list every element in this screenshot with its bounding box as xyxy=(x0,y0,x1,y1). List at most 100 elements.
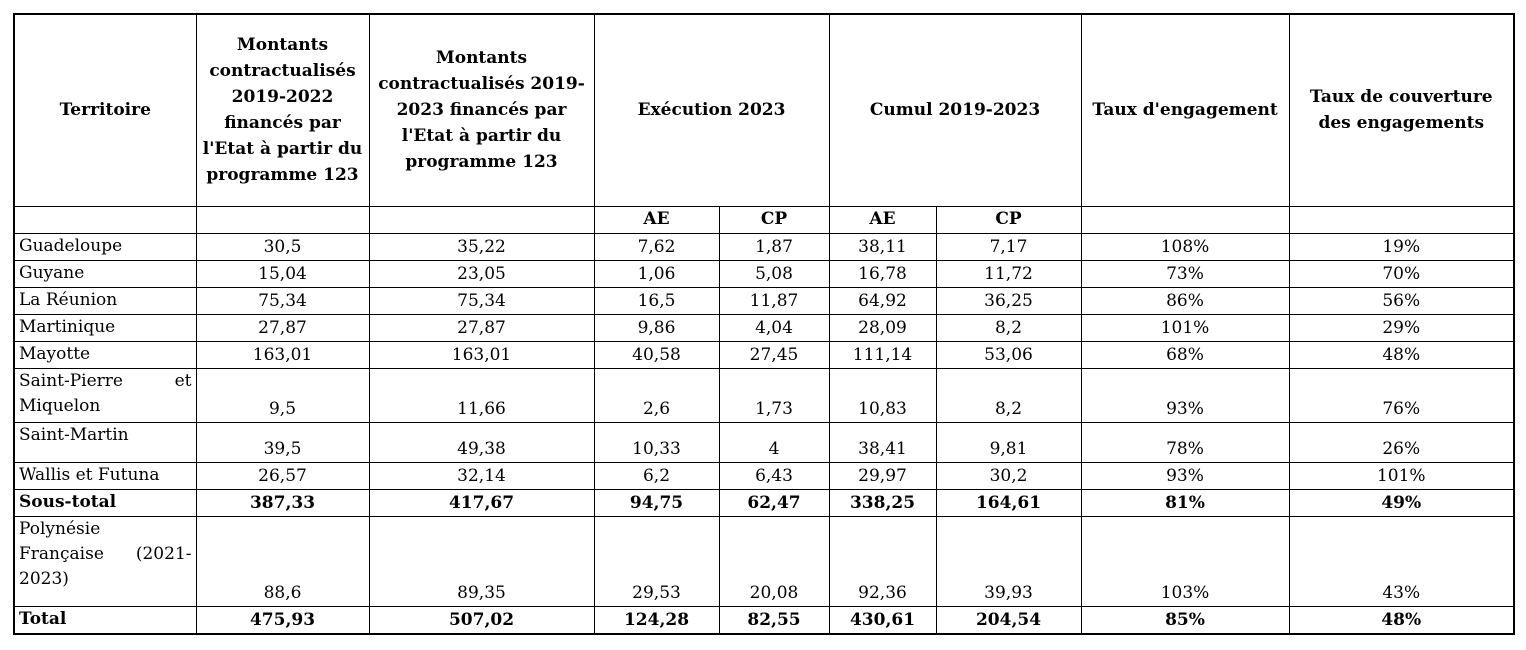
value-cell: 93% xyxy=(1080,461,1290,490)
territory-cell: La Réunion xyxy=(13,286,197,315)
value-cell: 163,01 xyxy=(368,340,595,369)
value-cell: 9,5 xyxy=(195,367,370,423)
value-cell: 81% xyxy=(1080,488,1290,517)
value-cell: 56% xyxy=(1288,286,1515,315)
value-cell: 82,55 xyxy=(718,605,830,635)
value-cell: 101% xyxy=(1288,461,1515,490)
header-cumul-2019-2023: Cumul 2019-2023 xyxy=(828,13,1082,207)
header-montants-2019-2023: Montants contractualisés 2019-2023 finan… xyxy=(368,13,595,207)
table-row: Sous-total 387,33 417,67 94,75 62,47 338,25 16… xyxy=(13,488,1515,517)
territory-line: Miquelon xyxy=(19,395,101,416)
value-cell: 16,78 xyxy=(828,259,937,288)
territory-line: Saint-Pierre et xyxy=(19,370,192,391)
value-cell: 1,73 xyxy=(718,367,830,423)
empty-cell xyxy=(1080,205,1290,234)
value-cell: 507,02 xyxy=(368,605,595,635)
value-cell: 28,09 xyxy=(828,313,937,342)
value-cell: 89,35 xyxy=(368,515,595,607)
value-cell: 1,87 xyxy=(718,232,830,261)
value-cell: 36,25 xyxy=(935,286,1082,315)
territory-cell: Guyane xyxy=(13,259,197,288)
value-cell: 11,87 xyxy=(718,286,830,315)
value-cell: 19% xyxy=(1288,232,1515,261)
table-row: La Réunion 75,34 75,34 16,5 11,87 64,92 36,25 8… xyxy=(13,286,1515,315)
value-cell: 43% xyxy=(1288,515,1515,607)
territory-cell: Sous-total xyxy=(13,488,197,517)
territory-line: Polynésie xyxy=(19,518,101,539)
value-cell: 62,47 xyxy=(718,488,830,517)
table-row: Mayotte 163,01 163,01 40,58 27,45 111,14 53,06… xyxy=(13,340,1515,369)
value-cell: 163,01 xyxy=(195,340,370,369)
value-cell: 29% xyxy=(1288,313,1515,342)
territory-cell: Saint-Martin xyxy=(13,421,197,463)
value-cell: 29,97 xyxy=(828,461,937,490)
territory-cell: Martinique xyxy=(13,313,197,342)
value-cell: 7,62 xyxy=(593,232,720,261)
value-cell: 75,34 xyxy=(195,286,370,315)
value-cell: 8,2 xyxy=(935,367,1082,423)
value-cell: 108% xyxy=(1080,232,1290,261)
value-cell: 8,2 xyxy=(935,313,1082,342)
territory-cell: Mayotte xyxy=(13,340,197,369)
value-cell: 5,08 xyxy=(718,259,830,288)
table-row: Martinique 27,87 27,87 9,86 4,04 28,09 8,2 101%… xyxy=(13,313,1515,342)
value-cell: 78% xyxy=(1080,421,1290,463)
value-cell: 9,86 xyxy=(593,313,720,342)
value-cell: 39,93 xyxy=(935,515,1082,607)
value-cell: 30,5 xyxy=(195,232,370,261)
value-cell: 38,41 xyxy=(828,421,937,463)
value-cell: 92,36 xyxy=(828,515,937,607)
value-cell: 4 xyxy=(718,421,830,463)
value-cell: 88,6 xyxy=(195,515,370,607)
value-cell: 35,22 xyxy=(368,232,595,261)
value-cell: 64,92 xyxy=(828,286,937,315)
value-cell: 7,17 xyxy=(935,232,1082,261)
territory-cell: Guadeloupe xyxy=(13,232,197,261)
value-cell: 68% xyxy=(1080,340,1290,369)
value-cell: 94,75 xyxy=(593,488,720,517)
territory-line: Française (2021- xyxy=(19,543,192,564)
territory-cell: Total xyxy=(13,605,197,635)
value-cell: 48% xyxy=(1288,605,1515,635)
subheader-cumul-ae: AE xyxy=(828,205,937,234)
value-cell: 11,66 xyxy=(368,367,595,423)
subheader-row: AE CP AE CP xyxy=(13,205,1515,234)
value-cell: 417,67 xyxy=(368,488,595,517)
territory-cell: Wallis et Futuna xyxy=(13,461,197,490)
header-taux-couverture: Taux de couverture des engagements xyxy=(1288,13,1515,207)
value-cell: 49% xyxy=(1288,488,1515,517)
value-cell: 32,14 xyxy=(368,461,595,490)
subheader-execution-cp: CP xyxy=(718,205,830,234)
value-cell: 40,58 xyxy=(593,340,720,369)
header-taux-engagement: Taux d'engagement xyxy=(1080,13,1290,207)
header-row: Territoire Montants contractualisés 2019… xyxy=(13,13,1515,207)
value-cell: 387,33 xyxy=(195,488,370,517)
value-cell: 70% xyxy=(1288,259,1515,288)
value-cell: 16,5 xyxy=(593,286,720,315)
value-cell: 101% xyxy=(1080,313,1290,342)
table-row: Total 475,93 507,02 124,28 82,55 430,61 204,54… xyxy=(13,605,1515,635)
value-cell: 338,25 xyxy=(828,488,937,517)
territory-cell: Saint-Pierre et Miquelon xyxy=(13,367,197,423)
value-cell: 475,93 xyxy=(195,605,370,635)
table-row: Guyane 15,04 23,05 1,06 5,08 16,78 11,72 73% 70% xyxy=(13,259,1515,288)
value-cell: 10,33 xyxy=(593,421,720,463)
value-cell: 164,61 xyxy=(935,488,1082,517)
value-cell: 49,38 xyxy=(368,421,595,463)
value-cell: 27,87 xyxy=(195,313,370,342)
value-cell: 9,81 xyxy=(935,421,1082,463)
header-territoire: Territoire xyxy=(13,13,197,207)
value-cell: 53,06 xyxy=(935,340,1082,369)
table-row: Saint-Pierre et Miquelon 9,5 11,66 2,6 1,73 10,… xyxy=(13,367,1515,423)
value-cell: 86% xyxy=(1080,286,1290,315)
subheader-cumul-cp: CP xyxy=(935,205,1082,234)
value-cell: 75,34 xyxy=(368,286,595,315)
value-cell: 48% xyxy=(1288,340,1515,369)
value-cell: 2,6 xyxy=(593,367,720,423)
value-cell: 4,04 xyxy=(718,313,830,342)
empty-cell xyxy=(13,205,197,234)
value-cell: 103% xyxy=(1080,515,1290,607)
empty-cell xyxy=(1288,205,1515,234)
table-row: Saint-Martin 39,5 49,38 10,33 4 38,41 9,81 78% 2… xyxy=(13,421,1515,463)
